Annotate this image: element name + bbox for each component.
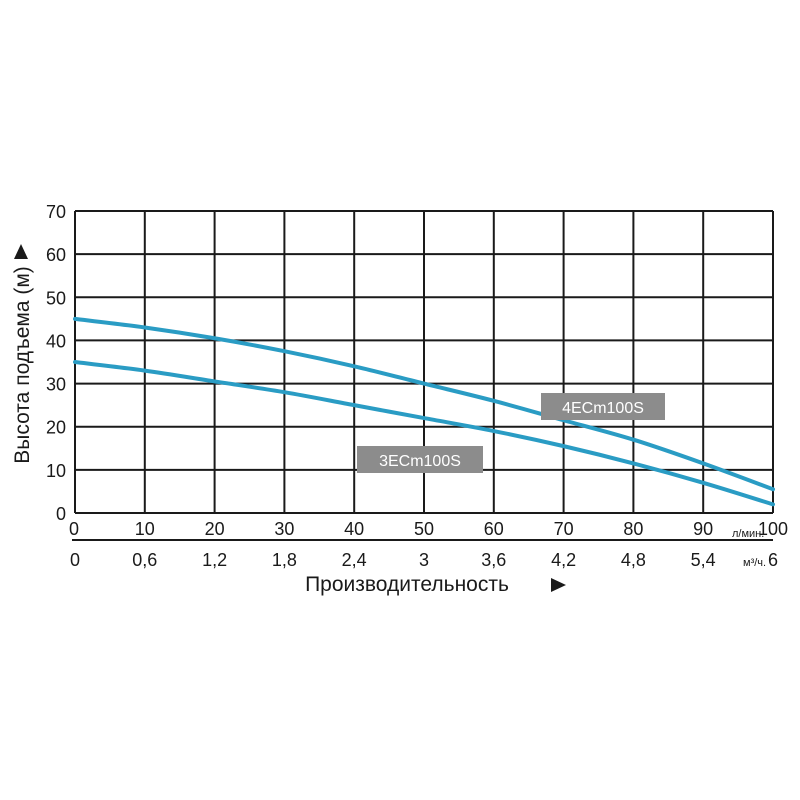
x-tick-label-primary: 0 — [69, 519, 79, 539]
y-tick-label: 10 — [46, 461, 66, 481]
x-tick-label-secondary: 4,2 — [551, 550, 576, 570]
x-tick-label-primary: 80 — [623, 519, 643, 539]
x-tick-label-secondary: 0 — [70, 550, 80, 570]
x-tick-labels-primary: 0 10 20 30 40 50 60 70 80 90 100 — [69, 519, 788, 539]
y-axis-title: Высота подъема (м) — [11, 266, 34, 464]
x-axis-arrow-icon — [551, 578, 566, 592]
x-tick-label-primary: 100 — [758, 519, 788, 539]
x-tick-label-secondary: 1,2 — [202, 550, 227, 570]
y-axis-arrow-icon — [14, 244, 28, 259]
series-line-4ECm100S — [73, 316, 775, 492]
x-tick-label-primary: 30 — [274, 519, 294, 539]
series-label-box — [357, 446, 483, 473]
x-primary-unit: л/мин. — [732, 528, 764, 540]
x-tick-label-secondary: 3 — [419, 550, 429, 570]
curves — [73, 316, 775, 507]
x-tick-label-primary: 90 — [693, 519, 713, 539]
series-label-3ECm100S: 3ECm100S — [379, 453, 461, 470]
x-tick-label-primary: 20 — [205, 519, 225, 539]
x-tick-label-secondary: 6 — [768, 550, 778, 570]
series-line-3ECm100S — [73, 360, 775, 507]
y-tick-label: 30 — [46, 375, 66, 395]
x-axis-title: Производительность — [305, 573, 509, 596]
x-tick-label-secondary: 3,6 — [481, 550, 506, 570]
series-label-4ECm100S: 4ECm100S — [562, 400, 644, 417]
y-tick-label: 50 — [46, 288, 66, 308]
x-tick-label-primary: 40 — [344, 519, 364, 539]
x-tick-label-primary: 10 — [135, 519, 155, 539]
y-tick-label: 20 — [46, 418, 66, 438]
x-tick-label-secondary: 1,8 — [272, 550, 297, 570]
y-tick-label: 60 — [46, 245, 66, 265]
x-tick-label-primary: 60 — [484, 519, 504, 539]
series-labels: 4ECm100S 3ECm100S — [357, 393, 665, 473]
x-tick-labels-secondary: 0 0,6 1,2 1,8 2,4 3 3,6 4,2 4,8 5,4 6 — [70, 550, 778, 570]
y-tick-label: 40 — [46, 331, 66, 351]
x-tick-label-secondary: 0,6 — [132, 550, 157, 570]
x-tick-label-secondary: 5,4 — [691, 550, 716, 570]
x-secondary-unit: м³/ч. — [743, 557, 766, 569]
x-tick-label-secondary: 2,4 — [342, 550, 367, 570]
x-tick-label-primary: 50 — [414, 519, 434, 539]
y-tick-label: 0 — [56, 504, 66, 524]
x-tick-label-secondary: 4,8 — [621, 550, 646, 570]
series-label-box — [541, 393, 665, 420]
y-tick-label: 70 — [46, 202, 66, 222]
x-tick-label-primary: 70 — [554, 519, 574, 539]
y-tick-labels: 0 10 20 30 40 50 60 70 — [46, 202, 66, 524]
